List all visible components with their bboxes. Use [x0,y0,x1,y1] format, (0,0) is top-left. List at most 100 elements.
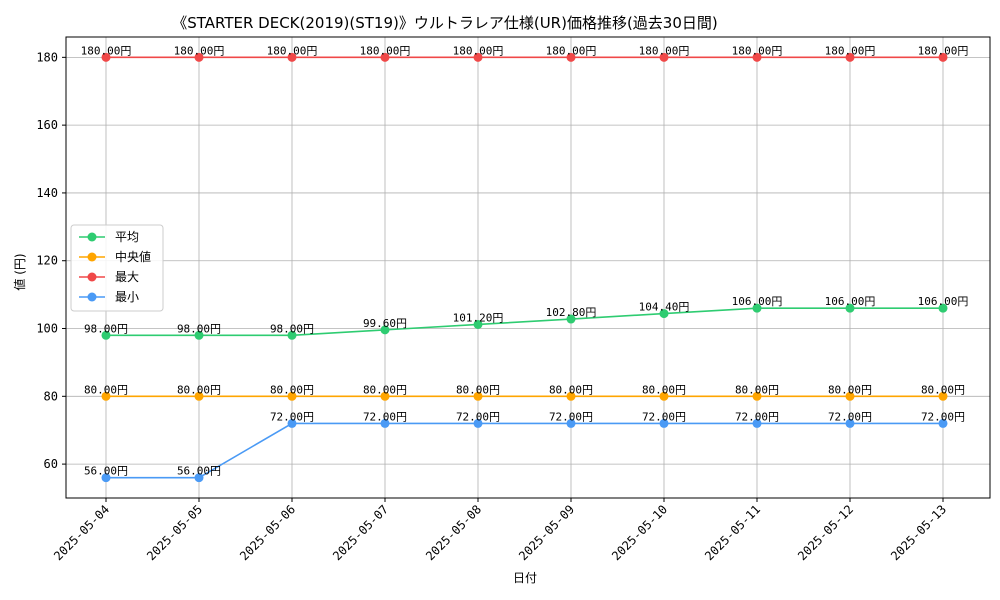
data-label: 180.00円 [918,44,969,57]
data-point [566,418,576,428]
chart-title: 《STARTER DECK(2019)(ST19)》ウルトラレア仕様(UR)価格… [172,14,718,32]
data-point [473,418,483,428]
legend-box [70,224,164,312]
data-label: 80.00円 [921,383,965,396]
data-label: 180.00円 [825,44,876,57]
data-point [566,314,576,324]
data-label: 180.00円 [360,44,411,57]
data-label: 80.00円 [456,383,500,396]
y-tick-label: 180 [36,50,58,64]
series-line [106,422,943,479]
data-point [101,52,111,62]
x-tick-label: 2025-05-12 [795,502,856,563]
data-point [938,52,948,62]
data-point [101,473,111,483]
data-label: 80.00円 [735,383,779,396]
data-label: 80.00円 [177,383,221,396]
data-point [194,391,204,401]
plot-frame [65,36,991,499]
x-tick-label: 2025-05-06 [237,502,298,563]
data-label: 80.00円 [642,383,686,396]
data-point [845,303,855,313]
data-label: 72.00円 [270,410,314,423]
y-tick-label: 120 [36,254,58,268]
data-point [194,330,204,340]
series-line [106,307,943,337]
data-point [659,418,669,428]
data-point [380,325,390,335]
legend-entry-label[interactable]: 中央値 [115,249,151,264]
x-tick-label: 2025-05-11 [702,502,763,563]
x-tick-label: 2025-05-09 [516,502,577,563]
data-label: 72.00円 [363,410,407,423]
data-label: 80.00円 [84,383,128,396]
data-point [287,330,297,340]
y-axis-label: 値 (円) [12,253,27,290]
data-label: 106.00円 [918,295,969,308]
data-point [194,52,204,62]
data-label: 106.00円 [732,295,783,308]
data-point [287,418,297,428]
legend-entry-label[interactable]: 最大 [115,270,139,284]
data-point [566,391,576,401]
data-label: 180.00円 [453,44,504,57]
data-label: 72.00円 [828,410,872,423]
data-point [101,391,111,401]
data-label: 80.00円 [549,383,593,396]
legend-marker [87,292,97,302]
data-point [659,309,669,319]
data-label: 72.00円 [642,410,686,423]
x-tick-label: 2025-05-04 [51,502,112,563]
legend-entry-label[interactable]: 平均 [115,230,139,244]
data-label: 180.00円 [546,44,597,57]
data-point [938,418,948,428]
data-label: 80.00円 [828,383,872,396]
y-tick-label: 140 [36,186,58,200]
data-label: 180.00円 [267,44,318,57]
data-point [473,319,483,329]
data-point [566,52,576,62]
data-label: 72.00円 [549,410,593,423]
legend-marker [87,272,97,282]
legend-entry-label[interactable]: 最小 [115,290,139,304]
data-point [659,391,669,401]
x-tick-label: 2025-05-10 [609,502,670,563]
data-point [659,52,669,62]
data-point [752,303,762,313]
x-axis-label: 日付 [513,571,537,585]
data-label: 56.00円 [177,465,221,478]
data-point [752,418,762,428]
data-point [101,330,111,340]
data-label: 80.00円 [270,383,314,396]
data-point [473,391,483,401]
data-point [380,391,390,401]
data-point [845,391,855,401]
data-label: 72.00円 [921,410,965,423]
data-point [473,52,483,62]
data-label: 98.00円 [84,322,128,335]
y-tick-label: 60 [44,457,58,471]
x-tick-label: 2025-05-07 [330,502,391,563]
legend-marker [87,252,97,262]
y-tick-label: 160 [36,118,58,132]
legend-marker [87,232,97,242]
data-label: 98.00円 [270,322,314,335]
data-label: 104.40円 [639,301,690,314]
y-tick-label: 100 [36,322,58,336]
data-point [845,418,855,428]
data-point [752,52,762,62]
data-point [194,473,204,483]
data-label: 98.00円 [177,322,221,335]
data-point [380,52,390,62]
data-labels: 98.00円 98.00円 98.00円 99.60円 101.20円 102.80円 10… [81,44,969,477]
data-label: 80.00円 [363,383,407,396]
data-label: 180.00円 [81,44,132,57]
data-point [938,391,948,401]
data-label: 106.00円 [825,295,876,308]
data-point [287,52,297,62]
data-label: 180.00円 [732,44,783,57]
y-tick-label: 80 [44,389,58,403]
data-point [845,52,855,62]
